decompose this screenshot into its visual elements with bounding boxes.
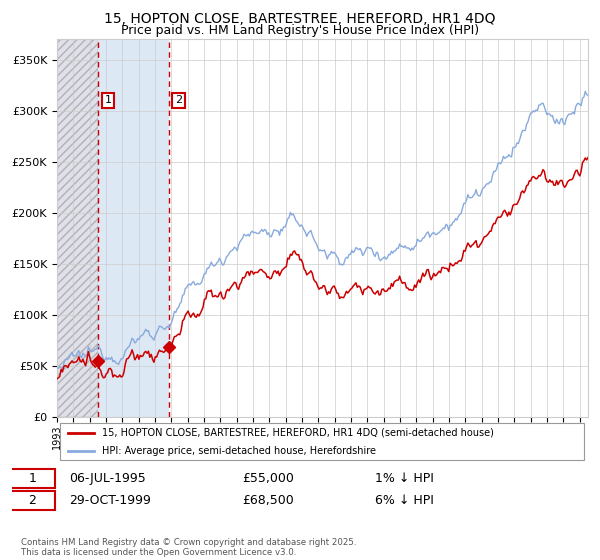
Text: 1: 1 [104, 96, 112, 105]
Bar [98, 39, 169, 417]
Text: 1% ↓ HPI: 1% ↓ HPI [375, 472, 434, 485]
Text: 15, HOPTON CLOSE, BARTESTREE, HEREFORD, HR1 4DQ: 15, HOPTON CLOSE, BARTESTREE, HEREFORD, … [104, 12, 496, 26]
Text: £68,500: £68,500 [242, 494, 294, 507]
Text: 29-OCT-1999: 29-OCT-1999 [70, 494, 151, 507]
Bar [57, 39, 98, 417]
Text: 6% ↓ HPI: 6% ↓ HPI [375, 494, 434, 507]
Text: 2: 2 [175, 96, 182, 105]
Text: 06-JUL-1995: 06-JUL-1995 [70, 472, 146, 485]
FancyBboxPatch shape [9, 469, 55, 488]
Text: 1: 1 [28, 472, 36, 485]
Text: Price paid vs. HM Land Registry's House Price Index (HPI): Price paid vs. HM Land Registry's House … [121, 24, 479, 36]
Text: HPI: Average price, semi-detached house, Herefordshire: HPI: Average price, semi-detached house,… [102, 446, 376, 456]
Text: 2: 2 [28, 494, 36, 507]
Text: 15, HOPTON CLOSE, BARTESTREE, HEREFORD, HR1 4DQ (semi-detached house): 15, HOPTON CLOSE, BARTESTREE, HEREFORD, … [102, 428, 494, 437]
Text: £55,000: £55,000 [242, 472, 294, 485]
Text: Contains HM Land Registry data © Crown copyright and database right 2025.
This d: Contains HM Land Registry data © Crown c… [21, 538, 356, 557]
FancyBboxPatch shape [59, 423, 584, 460]
FancyBboxPatch shape [9, 491, 55, 510]
